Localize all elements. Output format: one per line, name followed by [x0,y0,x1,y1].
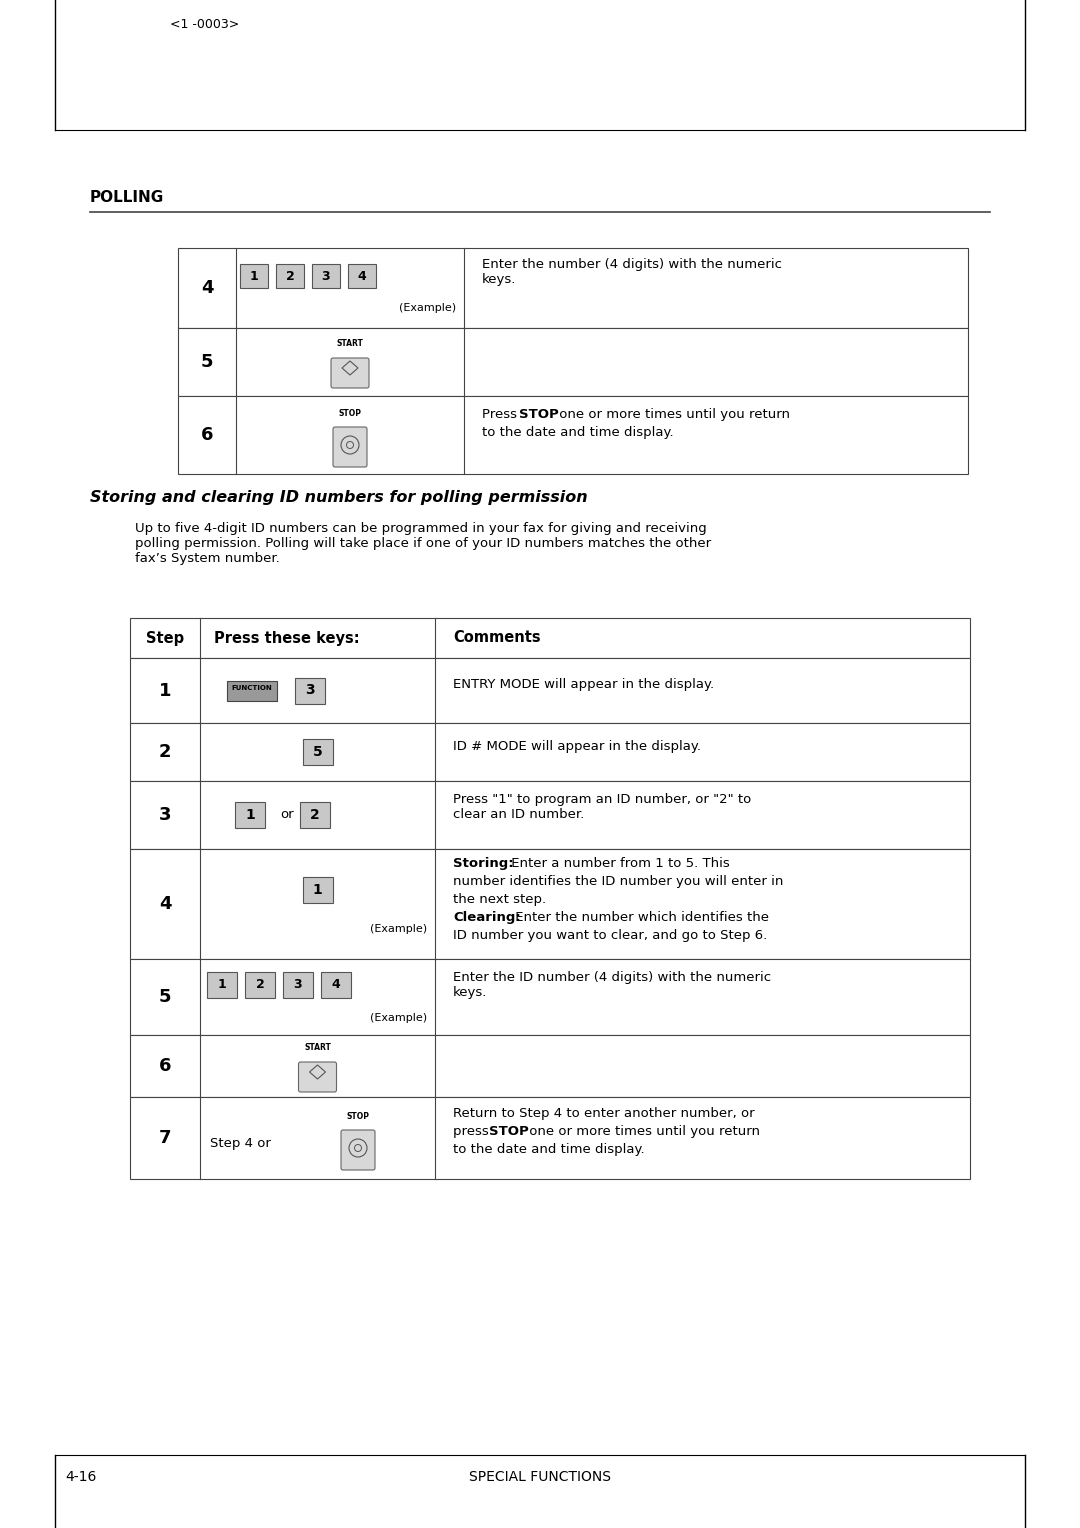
Text: STOP: STOP [489,1125,529,1138]
Text: 1: 1 [218,978,227,992]
FancyBboxPatch shape [333,426,367,468]
Text: Step 4 or: Step 4 or [210,1137,271,1149]
Bar [348,264,376,287]
Text: SPECIAL FUNCTIONS: SPECIAL FUNCTIONS [469,1470,611,1484]
Bar [130,617,970,659]
Bar [130,960,970,1034]
Bar [276,264,303,287]
FancyBboxPatch shape [341,1131,375,1170]
Text: POLLING: POLLING [90,189,164,205]
Bar [302,740,333,766]
Text: STOP: STOP [338,410,362,419]
Text: press: press [453,1125,492,1138]
Text: the next step.: the next step. [453,892,546,906]
Bar [130,850,970,960]
Text: 7: 7 [159,1129,172,1148]
Text: 4: 4 [159,895,172,914]
Bar [130,659,970,723]
Bar [235,802,265,828]
Text: 3: 3 [322,269,330,283]
Text: 4: 4 [201,280,213,296]
Text: 3: 3 [294,978,302,992]
Bar [302,877,333,903]
Text: Press these keys:: Press these keys: [214,631,360,645]
Text: Up to five 4-digit ID numbers can be programmed in your fax for giving and recei: Up to five 4-digit ID numbers can be pro… [135,523,711,565]
Bar [295,677,325,703]
Text: Storing:: Storing: [453,857,514,869]
Text: number identifies the ID number you will enter in: number identifies the ID number you will… [453,876,783,888]
Text: START: START [337,339,364,348]
Text: Press: Press [482,408,522,422]
Bar [130,1097,970,1180]
Text: 1: 1 [312,883,322,897]
FancyBboxPatch shape [330,358,369,388]
Text: 6: 6 [159,1057,172,1076]
Bar [240,264,268,287]
Text: 2: 2 [310,808,320,822]
Bar [130,1034,970,1097]
Bar [245,972,275,998]
Text: ENTRY MODE will appear in the display.: ENTRY MODE will appear in the display. [453,678,714,691]
Text: Clearing:: Clearing: [453,911,521,924]
Text: 2: 2 [285,269,295,283]
Text: 4: 4 [357,269,366,283]
Text: ID # MODE will appear in the display.: ID # MODE will appear in the display. [453,740,701,753]
Bar [300,802,330,828]
Text: to the date and time display.: to the date and time display. [482,426,674,439]
Bar [178,329,968,396]
Text: Enter the number which identifies the: Enter the number which identifies the [511,911,769,924]
Text: 1: 1 [159,681,172,700]
Bar [312,264,340,287]
FancyBboxPatch shape [298,1062,337,1093]
Text: <1 -0003>: <1 -0003> [170,18,240,31]
Text: 3: 3 [159,805,172,824]
Text: 6: 6 [201,426,213,445]
Text: one or more times until you return: one or more times until you return [555,408,789,422]
Text: 3: 3 [306,683,314,697]
Bar [283,972,313,998]
Bar [207,972,237,998]
Text: 4: 4 [332,978,340,992]
Text: (Example): (Example) [369,924,427,934]
Text: STOP: STOP [519,408,558,422]
Text: one or more times until you return: one or more times until you return [525,1125,760,1138]
Text: Enter a number from 1 to 5. This: Enter a number from 1 to 5. This [507,857,730,869]
Bar [130,781,970,850]
Text: 1: 1 [249,269,258,283]
Text: Enter the ID number (4 digits) with the numeric
keys.: Enter the ID number (4 digits) with the … [453,970,771,999]
Text: (Example): (Example) [369,1013,427,1024]
Text: (Example): (Example) [399,303,456,313]
Text: 2: 2 [256,978,265,992]
Text: Comments: Comments [453,631,541,645]
Text: STOP: STOP [347,1112,369,1122]
Bar [321,972,351,998]
Bar [227,680,276,700]
Text: Enter the number (4 digits) with the numeric
keys.: Enter the number (4 digits) with the num… [482,258,782,286]
Text: to the date and time display.: to the date and time display. [453,1143,645,1157]
Text: or: or [280,808,294,822]
Text: FUNCTION: FUNCTION [231,685,272,691]
Text: 5: 5 [201,353,213,371]
Text: START: START [305,1044,330,1051]
Text: 4-16: 4-16 [65,1470,96,1484]
Bar [130,723,970,781]
Text: Storing and clearing ID numbers for polling permission: Storing and clearing ID numbers for poll… [90,490,588,504]
Text: Step: Step [146,631,184,645]
Text: ID number you want to clear, and go to Step 6.: ID number you want to clear, and go to S… [453,929,767,941]
Text: 2: 2 [159,743,172,761]
Text: Press "1" to program an ID number, or "2" to
clear an ID number.: Press "1" to program an ID number, or "2… [453,793,752,821]
Bar [178,248,968,329]
Text: Return to Step 4 to enter another number, or: Return to Step 4 to enter another number… [453,1106,755,1120]
Text: 5: 5 [312,746,322,759]
Bar [178,396,968,474]
Text: 1: 1 [245,808,255,822]
Text: 5: 5 [159,989,172,1005]
